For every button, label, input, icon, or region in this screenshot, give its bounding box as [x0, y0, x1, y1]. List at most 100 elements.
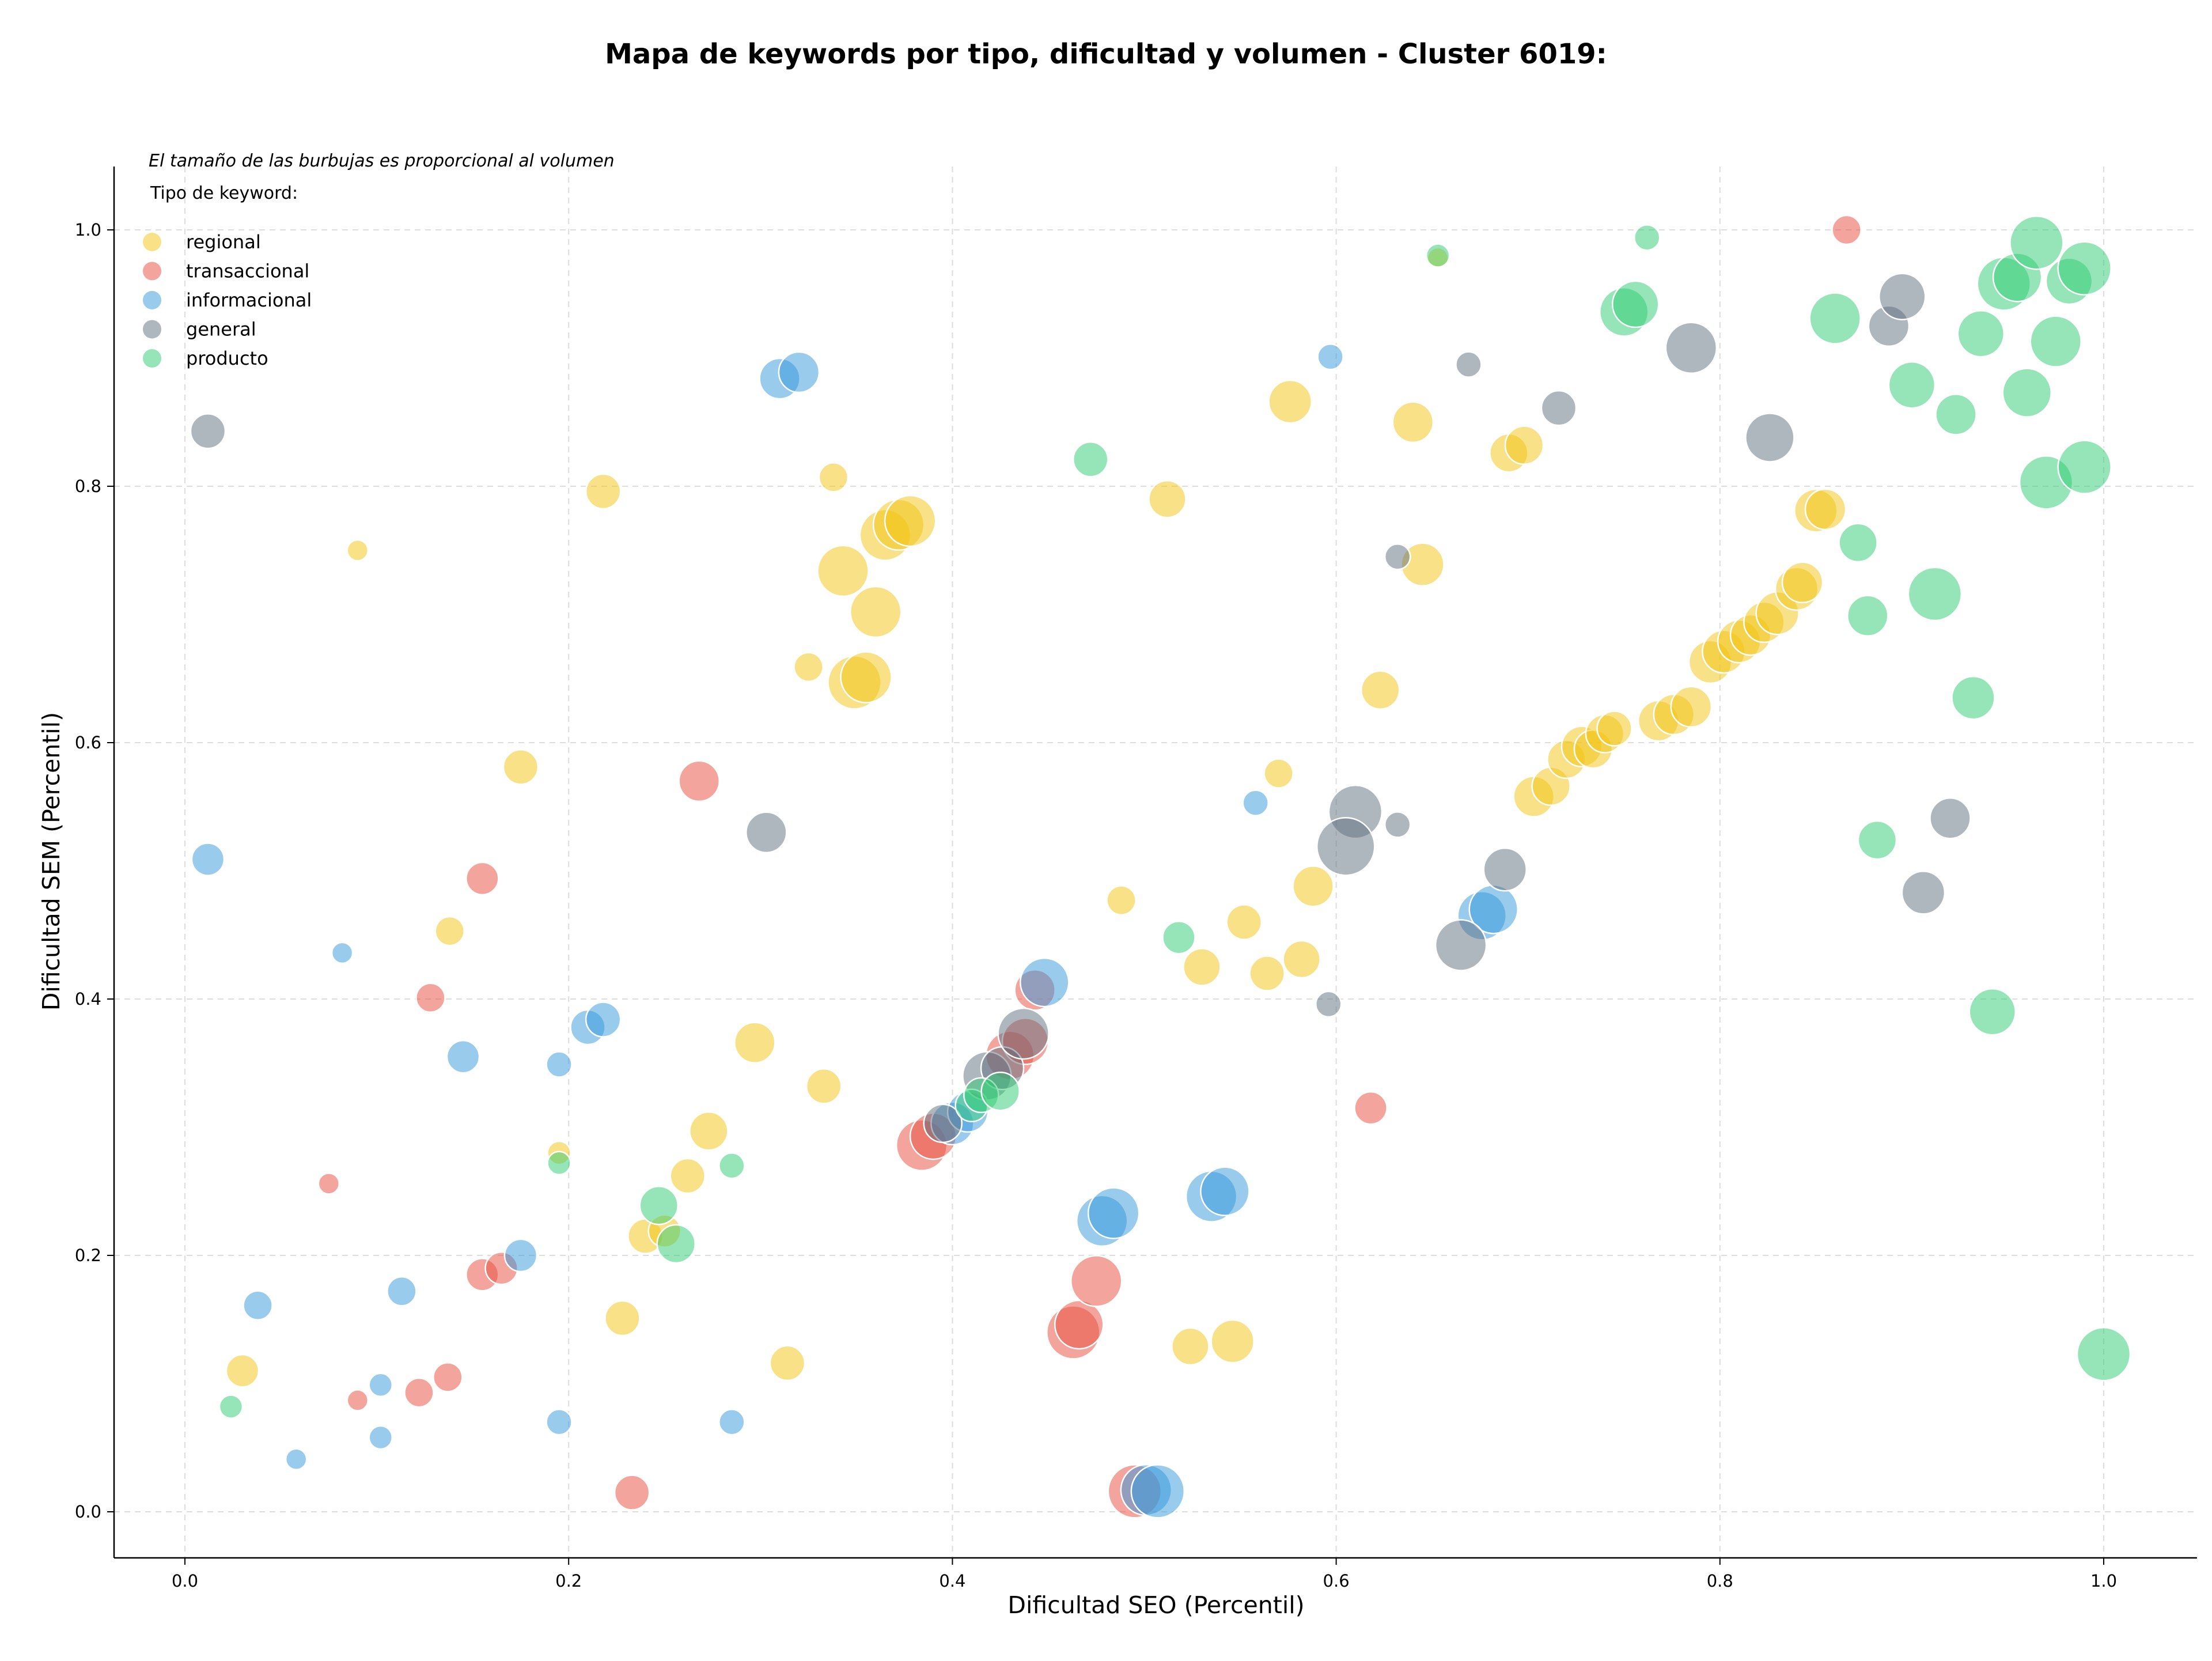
bubble-general [1315, 990, 1342, 1018]
bubble-producto [1425, 243, 1450, 268]
x-tick-label: 0.2 [555, 1571, 582, 1591]
y-tick-label: 1.0 [75, 220, 101, 240]
bubble-regional [502, 749, 539, 785]
bubble-regional [1263, 758, 1294, 789]
bubble-transaccional [1054, 1299, 1104, 1350]
bubble-producto [1072, 441, 1109, 478]
x-axis-label: Dificultad SEO (Percentil) [1007, 1591, 1304, 1619]
bubble-regional [1268, 379, 1312, 424]
bubble-producto [1162, 920, 1196, 955]
bubble-regional [669, 1157, 706, 1194]
bubble-transaccional [1354, 1091, 1388, 1125]
bubble-regional [225, 1354, 260, 1388]
bubble-regional [434, 915, 465, 947]
bubble-informacional [1020, 957, 1070, 1008]
legend-marker-informacional [143, 291, 161, 309]
bubble-regional [1292, 865, 1334, 907]
bubble-general [1745, 413, 1795, 463]
bubble-regional [1171, 1327, 1210, 1366]
bubble-regional [1106, 885, 1137, 915]
bubble-general [923, 1103, 963, 1144]
bubble-regional [769, 1345, 806, 1382]
bubble-regional [884, 494, 937, 547]
bubble-producto [547, 1151, 571, 1176]
legend-marker-regional [143, 233, 161, 251]
chart-title: Mapa de keywords por tipo, dificultad y … [605, 38, 1607, 70]
bubble-informacional [503, 1238, 538, 1273]
bubble-regional [840, 651, 892, 703]
legend-title: Tipo de keyword: [150, 183, 298, 203]
bubble-producto [1809, 292, 1861, 345]
bubble-regional [1226, 904, 1262, 940]
bubble-informacional [546, 1051, 573, 1078]
ticks: 0.0 0.2 0.4 0.6 0.8 1.0 0.0 0.2 0.4 0.6 0.8 1.0 [75, 220, 2117, 1591]
bubble-informacional [1317, 343, 1344, 370]
bubble-producto [2009, 215, 2064, 270]
bubble-general [1384, 811, 1411, 838]
bubble-informacional [1130, 1464, 1185, 1519]
bubble-producto [1957, 309, 2005, 358]
y-tick-label: 0.6 [75, 733, 101, 752]
bubble-general [1455, 351, 1482, 378]
bubble-regional [1670, 686, 1713, 728]
legend-marker-transaccional [143, 262, 161, 281]
bubble-informacional [778, 351, 820, 394]
bubble-producto [1935, 394, 1977, 436]
y-axis-label: Dificultad SEM (Percentil) [37, 712, 65, 1011]
bubble-producto [218, 1394, 244, 1419]
bubble-producto [980, 1071, 1020, 1111]
bubbles [190, 214, 2131, 1519]
bubble-producto [2057, 241, 2112, 296]
bubble-general [1929, 797, 1971, 839]
bubble-transaccional [613, 1474, 650, 1511]
bubble-transaccional [404, 1377, 434, 1408]
x-tick-label: 0.8 [1707, 1571, 1733, 1591]
y-tick-label: 0.4 [75, 989, 101, 1009]
bubble-regional [1148, 480, 1187, 519]
bubble-transaccional [415, 982, 446, 1013]
bubble-transaccional [433, 1362, 463, 1393]
bubble-informacional [368, 1372, 393, 1397]
bubble-regional [1781, 561, 1824, 604]
bubble-informacional [718, 1409, 745, 1436]
bubble-general [190, 413, 226, 449]
legend-label-producto: producto [186, 347, 268, 369]
bubble-regional [1183, 948, 1221, 986]
bubble-producto [2029, 315, 2082, 368]
bubble-size-note: El tamaño de las burbujas es proporciona… [149, 151, 615, 171]
bubble-informacional [1087, 1187, 1140, 1239]
x-tick-label: 0.6 [1323, 1571, 1350, 1591]
bubble-informacional [546, 1409, 573, 1436]
bubble-transaccional [346, 1389, 369, 1412]
bubble-regional [1504, 425, 1544, 466]
bubble-regional [1392, 401, 1434, 443]
bubble-regional [1210, 1319, 1255, 1364]
bubble-regional [1249, 955, 1285, 992]
bubble-producto [718, 1152, 745, 1179]
bubble-general [1665, 321, 1718, 374]
bubble-producto [1951, 675, 1995, 720]
bubble-general [1384, 543, 1411, 570]
bubble-producto [1838, 523, 1878, 563]
bubble-transaccional [317, 1172, 340, 1195]
y-tick-label: 0.8 [75, 476, 101, 496]
bubble-general [745, 811, 787, 853]
bubble-producto [1968, 988, 2017, 1036]
bubble-regional [849, 585, 902, 638]
bubble-regional [346, 539, 369, 562]
bubble-producto [639, 1185, 679, 1225]
bubble-informacional [585, 1001, 622, 1038]
bubble-informacional [243, 1290, 273, 1321]
x-tick-label: 1.0 [2090, 1571, 2117, 1591]
bubble-producto [1611, 280, 1660, 328]
bubble-producto [2002, 368, 2052, 418]
grid [114, 167, 2197, 1558]
legend-marker-general [143, 320, 161, 339]
bubble-transaccional [465, 861, 499, 896]
bubble-producto [656, 1224, 696, 1264]
bubble-regional [734, 1021, 776, 1064]
bubble-general [997, 1007, 1050, 1060]
bubble-transaccional [1831, 214, 1862, 245]
bubble-producto [1857, 820, 1897, 860]
